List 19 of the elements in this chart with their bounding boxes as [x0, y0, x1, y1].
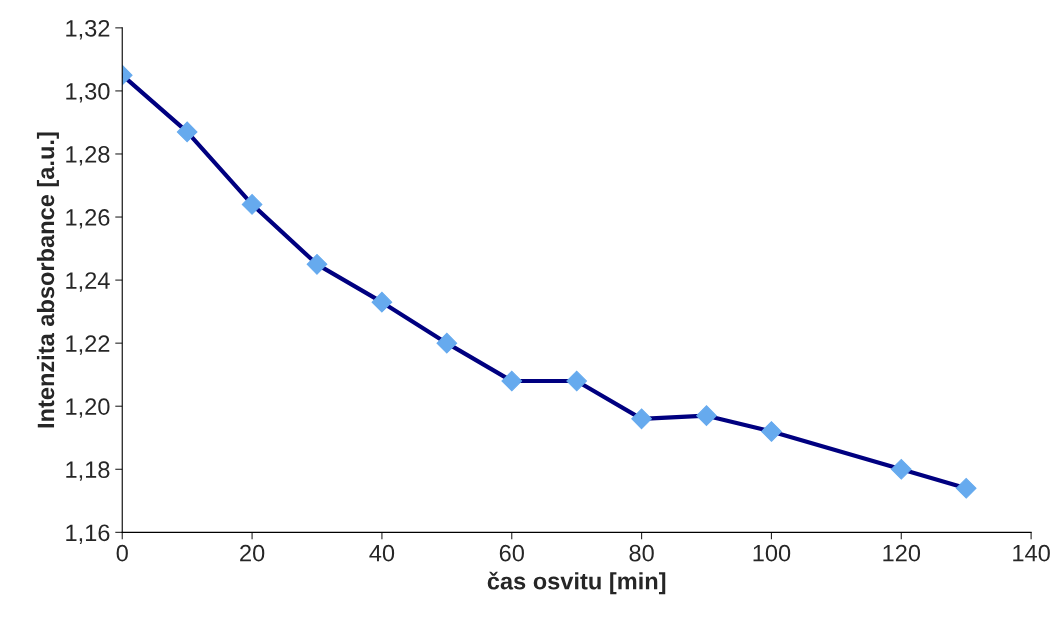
x-axis-title: čas osvitu [min] — [487, 571, 666, 595]
y-tick-label: 1,18 — [66, 461, 110, 481]
y-tick-label: 1,28 — [66, 146, 110, 166]
x-tick-label: 120 — [883, 544, 921, 562]
y-tick-label: 1,16 — [66, 524, 110, 544]
y-tick-label: 1,32 — [66, 19, 110, 40]
x-tick-label: 80 — [629, 544, 654, 562]
y-tick-label: 1,22 — [66, 335, 110, 355]
y-tick-label: 1,26 — [66, 209, 110, 229]
x-tick-label: 140 — [1013, 544, 1050, 562]
x-tick-label: 20 — [240, 544, 265, 562]
y-axis-title: Intenzita absorbance [a.u.] — [36, 132, 59, 428]
x-tick-label: 60 — [499, 544, 524, 562]
y-tick-label: 1,30 — [66, 82, 110, 103]
y-tick-label: 1,20 — [66, 398, 110, 418]
x-tick-label: 0 — [116, 544, 128, 562]
x-tick-label: 40 — [369, 544, 395, 562]
x-tick-label: 100 — [753, 544, 791, 562]
y-tick-label: 1,24 — [66, 272, 110, 292]
